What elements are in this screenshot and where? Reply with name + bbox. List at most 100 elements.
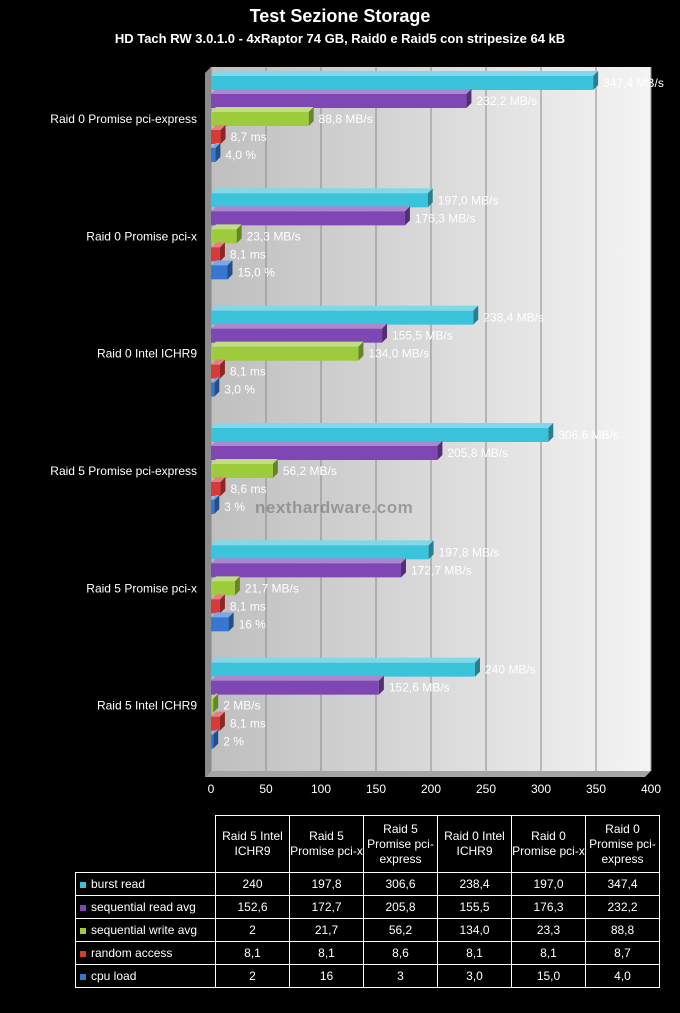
data-label: 240 MB/s <box>485 663 536 677</box>
bar <box>211 94 467 108</box>
bar-top <box>211 71 599 76</box>
table-cell: 8,6 <box>363 941 438 965</box>
bar-top <box>211 377 220 383</box>
bar-side <box>220 477 226 496</box>
table-cell: 15,0 <box>511 964 586 988</box>
bar-side <box>548 423 554 442</box>
data-label: 8,7 ms <box>231 130 267 144</box>
bar-top <box>211 143 221 148</box>
data-table: Raid 5 Intel ICHR9 Raid 5 Promise pci-x … <box>75 815 660 988</box>
table-cell: 88,8 <box>585 918 660 942</box>
legend-swatch <box>80 973 86 980</box>
table-row: random access 8,1 8,1 8,6 8,1 8,1 8,7 <box>75 941 660 965</box>
table-cell: 16 <box>289 964 364 988</box>
bar <box>211 211 405 226</box>
table-row: sequential read avg 152,6 172,7 205,8 155,5 1… <box>75 895 660 919</box>
data-label: 8,1 ms <box>230 717 266 731</box>
bar-side <box>220 125 226 144</box>
bar-side <box>213 693 219 713</box>
bar-side <box>219 711 225 731</box>
x-tick-label: 400 <box>641 782 661 796</box>
category-label: Raid 5 Promise pci-x <box>86 581 197 595</box>
table-cell: 197,8 <box>289 872 364 896</box>
bar-top <box>211 477 226 482</box>
bar <box>211 310 474 325</box>
table-cell: 21,7 <box>289 918 364 942</box>
bar <box>211 76 594 90</box>
table-cell: 306,6 <box>363 872 438 896</box>
bar-top <box>211 341 364 347</box>
data-label: 155,5 MB/s <box>392 329 453 343</box>
table-cell: 2 <box>215 964 290 988</box>
bar-side <box>358 341 364 361</box>
data-label: 197,8 MB/s <box>439 545 500 559</box>
category-label: Raid 0 Intel ICHR9 <box>97 347 197 361</box>
x-tick-label: 300 <box>531 782 551 796</box>
bar <box>211 346 359 361</box>
series-name-cell: burst read <box>75 872 216 896</box>
bar-side <box>378 675 384 695</box>
table-cell: 197,0 <box>511 872 586 896</box>
data-label: 176,3 MB/s <box>415 211 476 225</box>
data-label: 172,7 MB/s <box>411 563 472 577</box>
data-label: 16 % <box>239 617 267 631</box>
x-tick-label: 100 <box>311 782 331 796</box>
data-label: 3 % <box>224 500 245 514</box>
data-label: 23,3 MB/s <box>247 229 301 243</box>
legend-swatch <box>80 950 86 957</box>
bar-side <box>227 260 233 280</box>
data-label: 197,0 MB/s <box>438 193 499 207</box>
bar-top <box>211 594 225 600</box>
column-header: Raid 5 Intel ICHR9 <box>215 815 290 873</box>
legend-swatch <box>80 904 86 911</box>
bar-side <box>219 594 225 614</box>
data-label: 306,6 MB/s <box>558 428 619 442</box>
series-name: random access <box>91 946 173 960</box>
bar <box>211 364 220 379</box>
bar <box>211 698 214 713</box>
table-cell: 238,4 <box>437 872 512 896</box>
bar <box>211 617 229 632</box>
table-header-row: Raid 5 Intel ICHR9 Raid 5 Promise pci-x … <box>75 815 660 873</box>
table-cell: 2 <box>215 918 290 942</box>
bar-top <box>211 495 220 500</box>
table-cell: 4,0 <box>585 964 660 988</box>
data-label: 3,0 % <box>224 383 255 397</box>
series-name-cell: random access <box>75 941 216 965</box>
bar-top <box>211 305 479 311</box>
data-label: 21,7 MB/s <box>245 581 299 595</box>
category-label: Raid 0 Promise pci-x <box>86 229 197 243</box>
bar <box>211 247 220 262</box>
bar-side <box>428 540 434 560</box>
data-label: 4,0 % <box>225 148 256 162</box>
bar-top <box>211 89 472 94</box>
bar <box>211 428 549 442</box>
bar <box>211 193 428 208</box>
bar <box>211 599 220 614</box>
table-cell: 8,7 <box>585 941 660 965</box>
column-header: Raid 0 Promise pci-express <box>585 815 660 873</box>
bar <box>211 581 235 596</box>
data-label: 88,8 MB/s <box>319 112 373 126</box>
bar-side <box>593 71 599 90</box>
data-label: 347,4 MB/s <box>603 76 664 90</box>
plot-floor <box>205 771 651 777</box>
data-label: 8,6 ms <box>230 482 266 496</box>
category-label: Raid 0 Promise pci-express <box>50 112 197 126</box>
data-label: 8,1 ms <box>230 365 266 379</box>
bar <box>211 112 309 126</box>
bar-top <box>211 612 234 618</box>
bar-top <box>211 188 433 194</box>
table-cell: 8,1 <box>437 941 512 965</box>
bar-top <box>211 125 226 130</box>
legend-swatch <box>80 927 86 934</box>
bar-top <box>211 729 219 735</box>
data-label: 152,6 MB/s <box>389 681 450 695</box>
series-name: cpu load <box>91 969 137 983</box>
bar <box>211 446 438 460</box>
x-tick-label: 50 <box>259 782 273 796</box>
data-label: 8,1 ms <box>230 599 266 613</box>
data-label: 134,0 MB/s <box>368 347 429 361</box>
category-label: Raid 5 Intel ICHR9 <box>97 699 197 713</box>
column-header: Raid 5 Promise pci-x <box>289 815 364 873</box>
